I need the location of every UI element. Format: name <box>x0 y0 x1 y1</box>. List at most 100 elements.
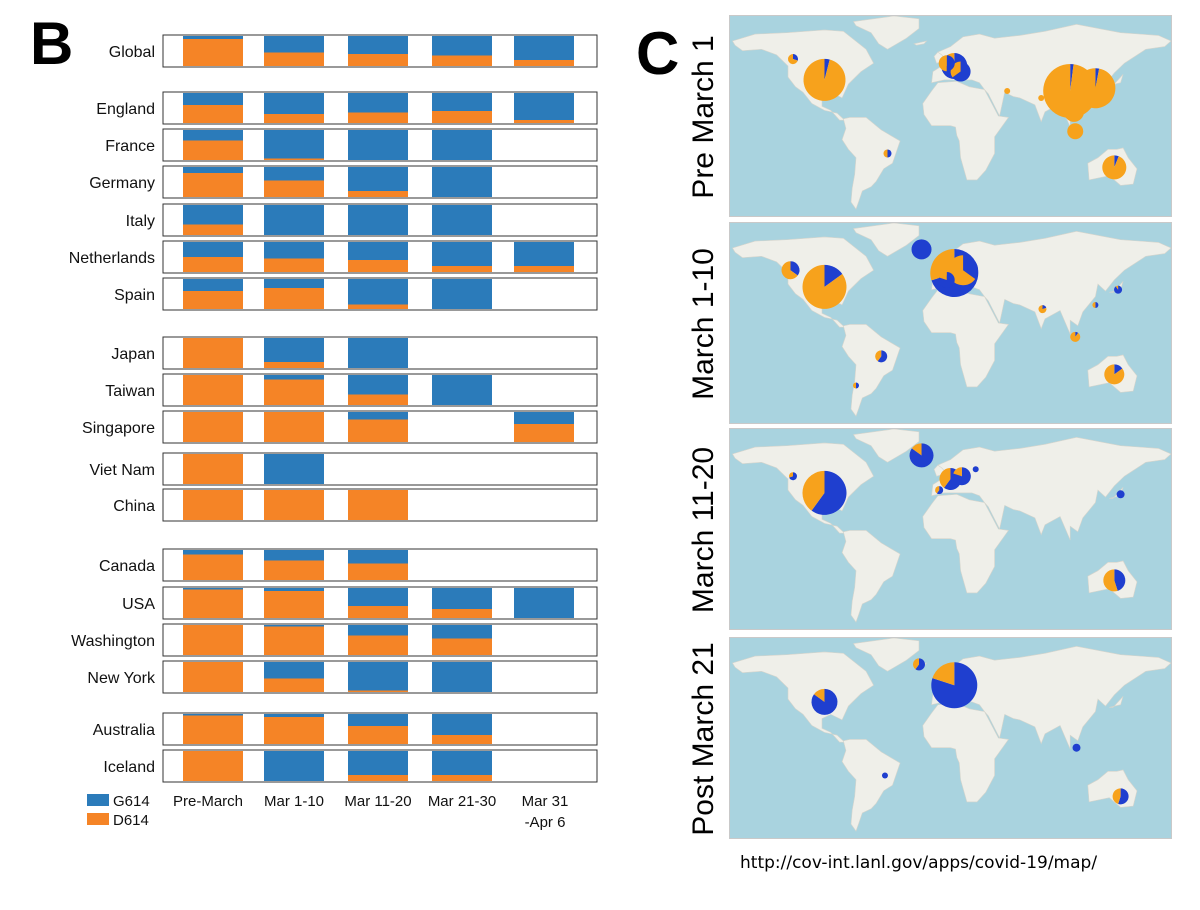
pie-slice-g614 <box>881 772 888 779</box>
landmass-eurasia <box>931 230 1171 335</box>
pie-slice-g614 <box>952 467 971 486</box>
row-label: Germany <box>89 175 155 192</box>
row-frame <box>162 452 598 486</box>
panel-b-letter: B <box>30 10 74 77</box>
bar-g614 <box>432 242 492 266</box>
pie-slice-g614 <box>824 58 830 80</box>
pie-slice-g614 <box>1095 301 1099 308</box>
bar-g614 <box>432 588 492 609</box>
bar-d614 <box>348 191 408 197</box>
row-frame <box>162 548 598 582</box>
landmass-south-america <box>841 530 901 623</box>
pie-slice-g614 <box>1114 364 1123 375</box>
bar-d614 <box>264 591 324 618</box>
pie-slice-d614 <box>939 468 951 488</box>
bar-g614 <box>264 279 324 288</box>
row-label: China <box>113 498 155 515</box>
landmass-eurasia <box>931 436 1171 541</box>
pie-marker <box>1092 301 1099 308</box>
pie-slice-d614 <box>1075 68 1116 109</box>
pie-slice-g614 <box>946 55 955 72</box>
pie-marker <box>948 255 979 286</box>
world-map <box>730 638 1171 838</box>
pie-marker <box>938 55 955 72</box>
row-frame <box>162 34 598 68</box>
bar-d614 <box>348 635 408 655</box>
category-label: Mar 21-30 <box>428 793 496 810</box>
landmass-south-america <box>841 117 901 210</box>
pie-marker <box>1075 68 1116 109</box>
bar-g614 <box>264 36 324 53</box>
row-china: China <box>113 488 598 522</box>
landmass-south-america <box>841 324 901 417</box>
bar-d614 <box>183 589 243 618</box>
pie-slice-g614 <box>936 486 944 495</box>
pie-slice-d614 <box>883 149 888 158</box>
bar-d614 <box>514 424 574 442</box>
category-label: Pre-March <box>173 793 243 810</box>
row-germany: Germany <box>89 165 598 199</box>
row-frame <box>162 712 598 746</box>
bar-d614 <box>348 419 408 442</box>
map-panel <box>729 637 1172 839</box>
pie-slice-d614 <box>1063 101 1084 122</box>
pie-slice-g614 <box>856 382 859 389</box>
pie-marker <box>1104 364 1125 385</box>
bar-g614 <box>264 338 324 362</box>
map-period-label: March 11-20 <box>687 446 720 614</box>
landmass-greenland <box>853 16 920 50</box>
pie-marker <box>913 658 925 671</box>
bar-g614 <box>348 242 408 260</box>
pie-slice-g614 <box>793 54 798 61</box>
pie-slice-g614 <box>963 255 979 280</box>
pie-slice-g614 <box>952 61 971 82</box>
bar-d614 <box>183 490 243 520</box>
landmass-africa <box>922 80 1010 181</box>
pie-slice-d614 <box>938 55 947 72</box>
bar-g614 <box>432 130 492 160</box>
row-label: Iceland <box>103 759 155 776</box>
bar-g614 <box>348 588 408 606</box>
bar-g614 <box>264 375 324 380</box>
bar-g614 <box>432 751 492 775</box>
pie-marker <box>803 58 846 101</box>
pie-marker <box>883 149 892 158</box>
row-label: Australia <box>93 722 155 739</box>
bar-g614 <box>183 36 243 39</box>
pie-slice-g614 <box>911 239 932 260</box>
bar-d614 <box>264 678 324 692</box>
pie-slice-d614 <box>953 467 962 477</box>
bar-d614 <box>183 412 243 442</box>
category-label: -Apr 6 <box>525 814 566 831</box>
bar-g614 <box>348 167 408 191</box>
pie-marker <box>972 466 979 473</box>
pie-slice-d614 <box>932 662 955 686</box>
row-frame <box>162 277 598 311</box>
bar-d614 <box>183 291 243 309</box>
bar-d614 <box>432 638 492 655</box>
row-netherlands: Netherlands <box>69 240 598 274</box>
bar-g614 <box>264 93 324 114</box>
pie-marker <box>1072 743 1081 752</box>
pie-slice-g614 <box>931 662 978 709</box>
row-label: New York <box>87 670 156 687</box>
bar-g614 <box>264 454 324 484</box>
pie-slice-g614 <box>1118 788 1129 805</box>
pie-marker <box>938 271 955 288</box>
pie-marker <box>911 239 932 260</box>
bar-g614 <box>432 625 492 639</box>
bar-d614 <box>183 662 243 692</box>
bar-g614 <box>183 279 243 291</box>
pie-slice-d614 <box>1104 364 1125 385</box>
bar-g614 <box>348 550 408 564</box>
bar-g614 <box>348 375 408 395</box>
pie-marker <box>802 264 847 309</box>
bar-g614 <box>264 714 324 717</box>
legend-label: G614 <box>113 793 150 810</box>
pie-marker <box>931 662 978 709</box>
bar-d614 <box>183 173 243 197</box>
pie-marker <box>935 486 944 495</box>
landmass-africa <box>922 493 1010 594</box>
row-italy: Italy <box>126 203 598 237</box>
pie-slice-g614 <box>1114 155 1119 168</box>
